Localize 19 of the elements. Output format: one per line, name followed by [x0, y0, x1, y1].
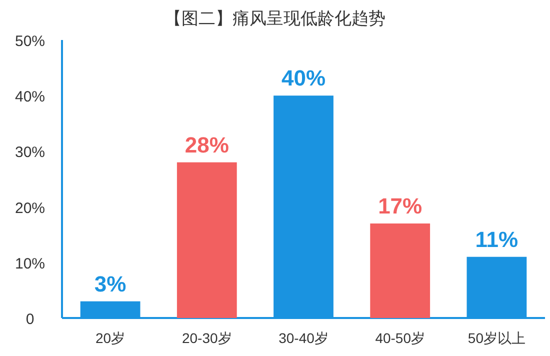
bar	[176, 162, 237, 318]
y-tick-label: 0	[26, 311, 34, 328]
y-tick-label: 40%	[14, 88, 46, 106]
data-label: 17%	[378, 193, 422, 218]
x-tick-label: 40-50岁	[375, 330, 426, 346]
data-label: 3%	[94, 271, 126, 296]
data-label: 40%	[281, 66, 326, 91]
data-label: 28%	[184, 132, 229, 158]
x-tick-label: 20-30岁	[182, 330, 232, 346]
bar	[370, 223, 430, 318]
y-tick-label: 20%	[14, 200, 46, 217]
x-tick-label: 50岁以上	[468, 330, 526, 346]
data-label: 11%	[475, 226, 518, 252]
x-tick-label: 30-40岁	[278, 330, 328, 346]
y-tick-label: 30%	[14, 144, 46, 162]
chart-title: 【图二】痛风呈现低龄化趋势	[164, 9, 386, 28]
y-tick-label: 50%	[14, 33, 46, 50]
y-tick-label: 10%	[14, 255, 46, 272]
x-tick-label: 20岁	[96, 330, 126, 346]
